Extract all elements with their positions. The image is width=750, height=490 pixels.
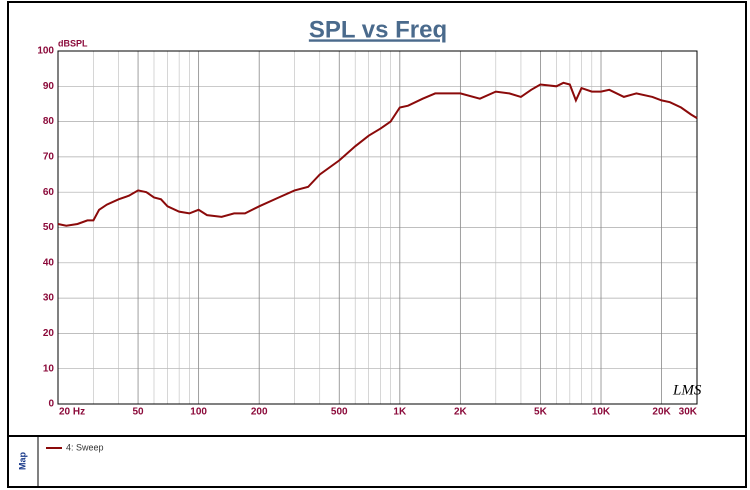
x-tick-label: 20K xyxy=(652,407,671,418)
x-tick-label: 20 Hz xyxy=(59,407,85,418)
y-tick-label: 100 xyxy=(37,46,54,57)
x-tick-label: 500 xyxy=(331,407,348,418)
y-tick-label: 80 xyxy=(43,116,55,127)
series-line xyxy=(57,81,698,227)
frame xyxy=(7,1,747,488)
x-tick-label: 2K xyxy=(454,407,468,418)
x-tick-label: 1K xyxy=(393,407,407,418)
y-tick-label: 90 xyxy=(43,81,55,92)
y-tick-label: 60 xyxy=(43,187,55,198)
side-label: Map xyxy=(17,451,27,470)
x-tick-label: 30K xyxy=(679,407,698,418)
y-tick-label: 20 xyxy=(43,328,55,339)
y-tick-label: 30 xyxy=(43,293,55,304)
plot-border xyxy=(57,50,698,405)
y-tick-label: 40 xyxy=(43,257,55,268)
y-tick-label: 10 xyxy=(43,363,55,374)
x-tick-label: 100 xyxy=(190,407,207,418)
y-tick-label: 0 xyxy=(48,399,54,410)
y-tick-label: 70 xyxy=(43,152,55,163)
x-tick-label: 5K xyxy=(534,407,548,418)
y-axis-label: dBSPL xyxy=(58,38,88,48)
watermark: LMS xyxy=(672,382,702,398)
x-tick-label: 200 xyxy=(251,407,268,418)
chart-title: SPL vs Freq xyxy=(309,16,447,43)
x-tick-label: 50 xyxy=(132,407,144,418)
legend-label: 4: Sweep xyxy=(66,442,104,452)
y-tick-label: 50 xyxy=(43,222,55,233)
x-tick-label: 10K xyxy=(592,407,611,418)
